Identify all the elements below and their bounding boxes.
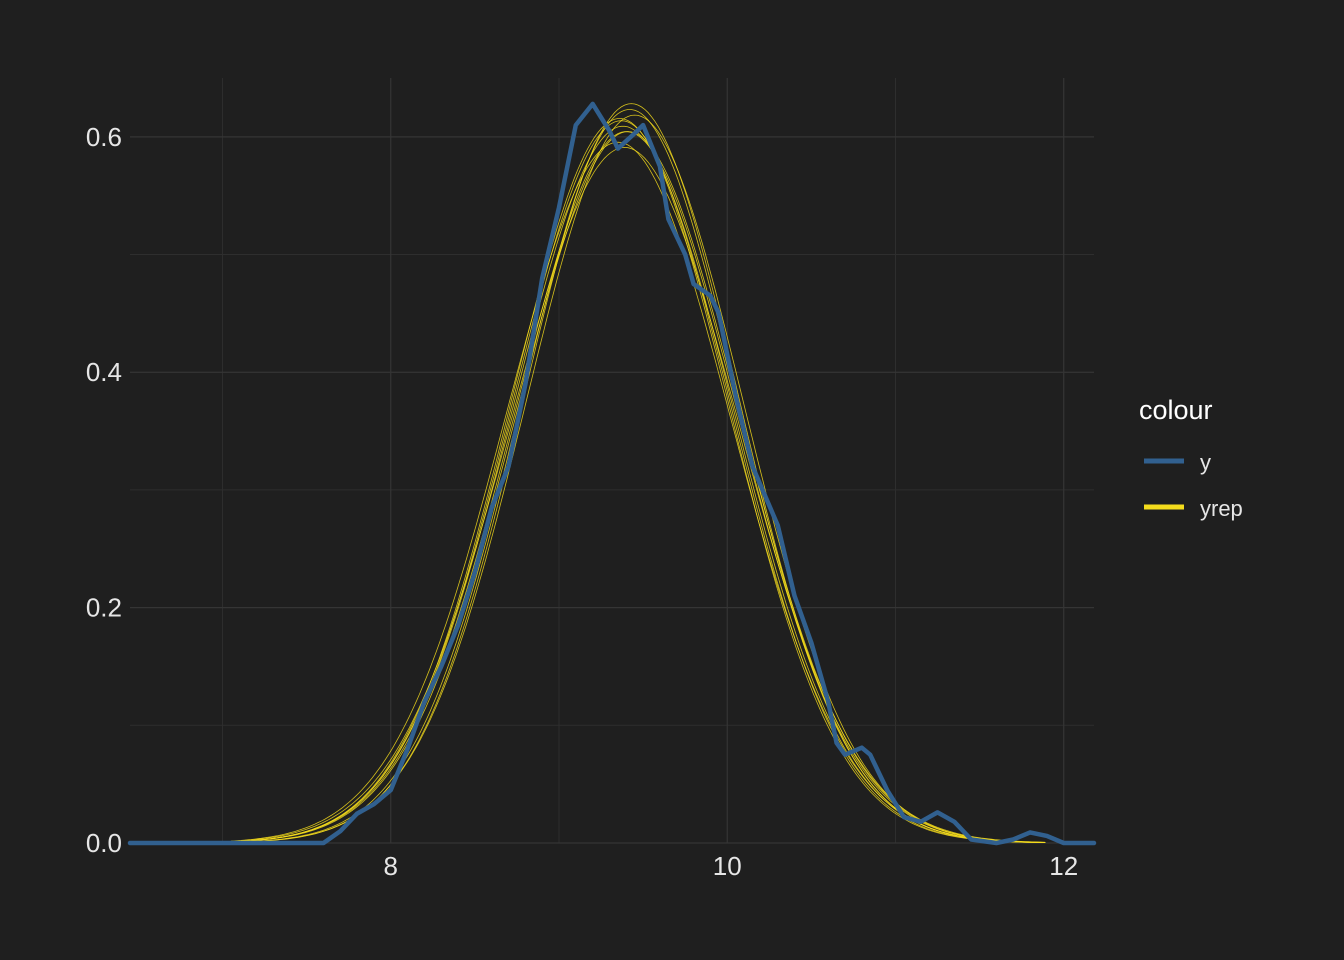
y-tick-label: 0.2	[86, 593, 122, 623]
y-observed-line	[127, 101, 1097, 846]
y-tick-label: 0.4	[86, 357, 122, 387]
legend-label-yrep: yrep	[1200, 496, 1243, 521]
x-tick-label: 8	[384, 851, 398, 881]
yrep-draw-line	[230, 131, 1046, 843]
y-series-group	[127, 101, 1097, 846]
legend-label-y: y	[1200, 450, 1211, 475]
yrep-draw-line	[230, 146, 1046, 843]
y-tick-label: 0.0	[86, 828, 122, 858]
x-tick-label: 10	[713, 851, 742, 881]
legend: colour y yrep	[1139, 395, 1243, 521]
legend-title: colour	[1139, 395, 1213, 425]
y-tick-label: 0.6	[86, 122, 122, 152]
x-tick-label: 12	[1049, 851, 1078, 881]
axis-labels: 8 10 12 0.0 0.2 0.4 0.6	[86, 122, 1078, 881]
yrep-draw-line	[230, 131, 1046, 843]
